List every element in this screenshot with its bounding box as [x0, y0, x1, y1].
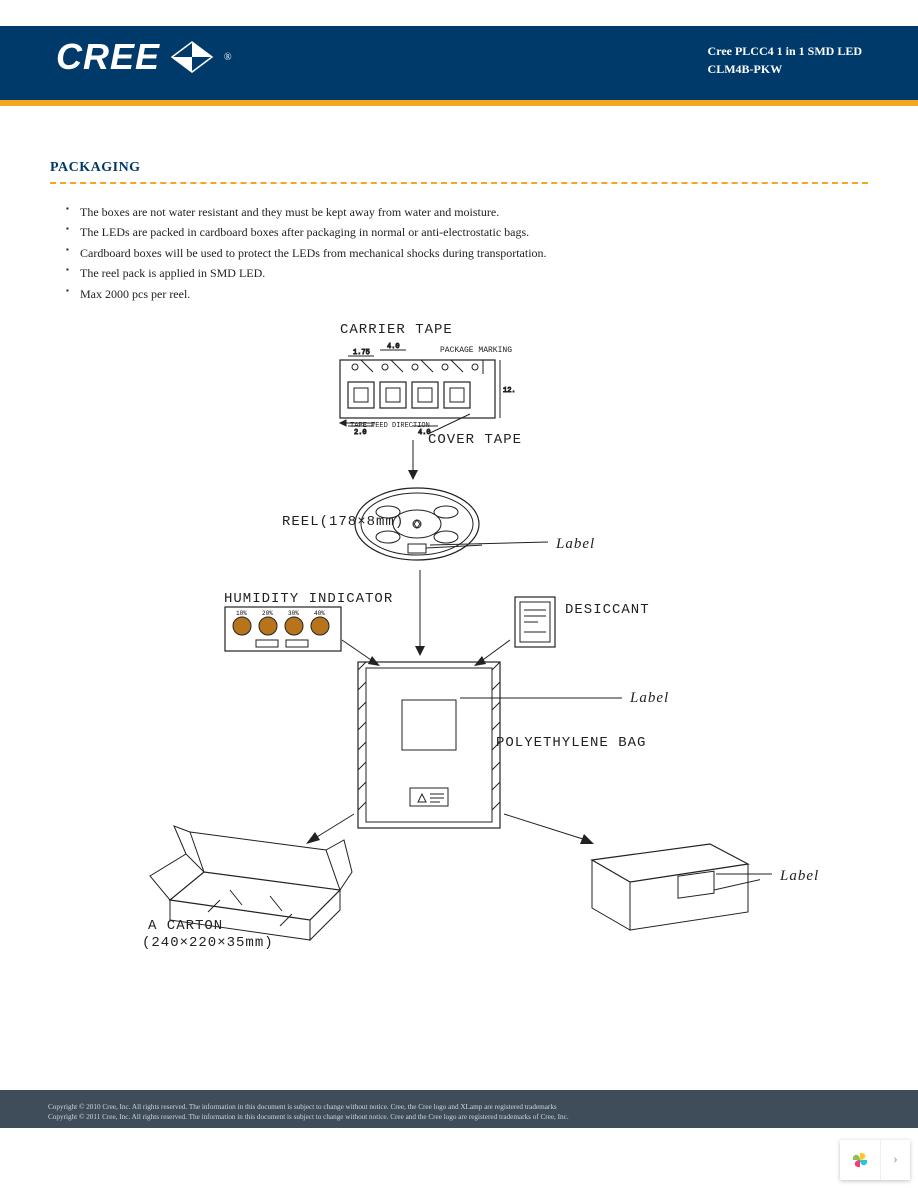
arrow-1 [403, 438, 423, 482]
dashed-rule [50, 182, 868, 184]
label-humidity: HUMIDITY INDICATOR [224, 591, 393, 607]
polybag-diagram [356, 660, 502, 830]
product-line-1: Cree PLCC4 1 in 1 SMD LED [708, 42, 862, 60]
label-box-label: Label [780, 868, 819, 885]
list-item: The LEDs are packed in cardboard boxes a… [66, 222, 868, 242]
svg-text:40%: 40% [314, 610, 325, 617]
chevron-right-icon[interactable]: › [880, 1140, 910, 1180]
svg-text:10%: 10% [236, 610, 247, 617]
label-desiccant: DESICCANT [565, 602, 650, 618]
content: PACKAGING The boxes are not water resist… [50, 160, 868, 304]
carrier-tape-diagram: 1.75 4.0 12.0 2.0 4.0 [335, 336, 515, 436]
list-item: Cardboard boxes will be used to protect … [66, 243, 868, 263]
flower-icon[interactable] [840, 1140, 880, 1180]
footer-line-2: Copyright © 2011 Cree, Inc. All rights r… [48, 1112, 868, 1122]
label-poly-bag: POLYETHYLENE BAG [496, 735, 646, 751]
bag-label-leader [460, 694, 626, 704]
footer-text: Copyright © 2010 Cree, Inc. All rights r… [48, 1102, 868, 1122]
list-item: The reel pack is applied in SMD LED. [66, 263, 868, 283]
svg-text:4.0: 4.0 [387, 343, 400, 351]
reel-label-leader [430, 536, 552, 550]
viewer-widget[interactable]: › [840, 1140, 910, 1180]
label-reel-label: Label [556, 536, 595, 553]
closed-box-diagram [580, 830, 760, 940]
svg-text:20%: 20% [262, 610, 273, 617]
svg-text:1.75: 1.75 [353, 349, 370, 357]
svg-text:30%: 30% [288, 610, 299, 617]
section-title: PACKAGING [50, 160, 868, 176]
svg-text:2.0: 2.0 [354, 429, 367, 436]
logo: CREE ® [56, 36, 232, 78]
product-line-2: CLM4B-PKW [708, 60, 862, 78]
header-product: Cree PLCC4 1 in 1 SMD LED CLM4B-PKW [708, 42, 862, 78]
svg-text:4.0: 4.0 [418, 429, 431, 436]
footer-line-1: Copyright © 2010 Cree, Inc. All rights r… [48, 1102, 868, 1112]
header-accent-rule [0, 100, 918, 106]
reel-diagram [352, 482, 482, 568]
svg-text:12.0: 12.0 [503, 387, 515, 395]
list-item: The boxes are not water resistant and th… [66, 202, 868, 222]
desiccant-diagram [514, 596, 556, 648]
bullet-list: The boxes are not water resistant and th… [50, 202, 868, 304]
carton-diagram [130, 780, 360, 950]
logo-text: CREE [56, 36, 160, 78]
list-item: Max 2000 pcs per reel. [66, 284, 868, 304]
label-bag-label: Label [630, 690, 669, 707]
humidity-diagram: 10% 20% 30% 40% [224, 606, 342, 656]
arrow-2 [410, 568, 430, 658]
registered-icon: ® [224, 52, 232, 63]
logo-mark-icon [170, 40, 214, 74]
box-label-leader [716, 870, 776, 880]
